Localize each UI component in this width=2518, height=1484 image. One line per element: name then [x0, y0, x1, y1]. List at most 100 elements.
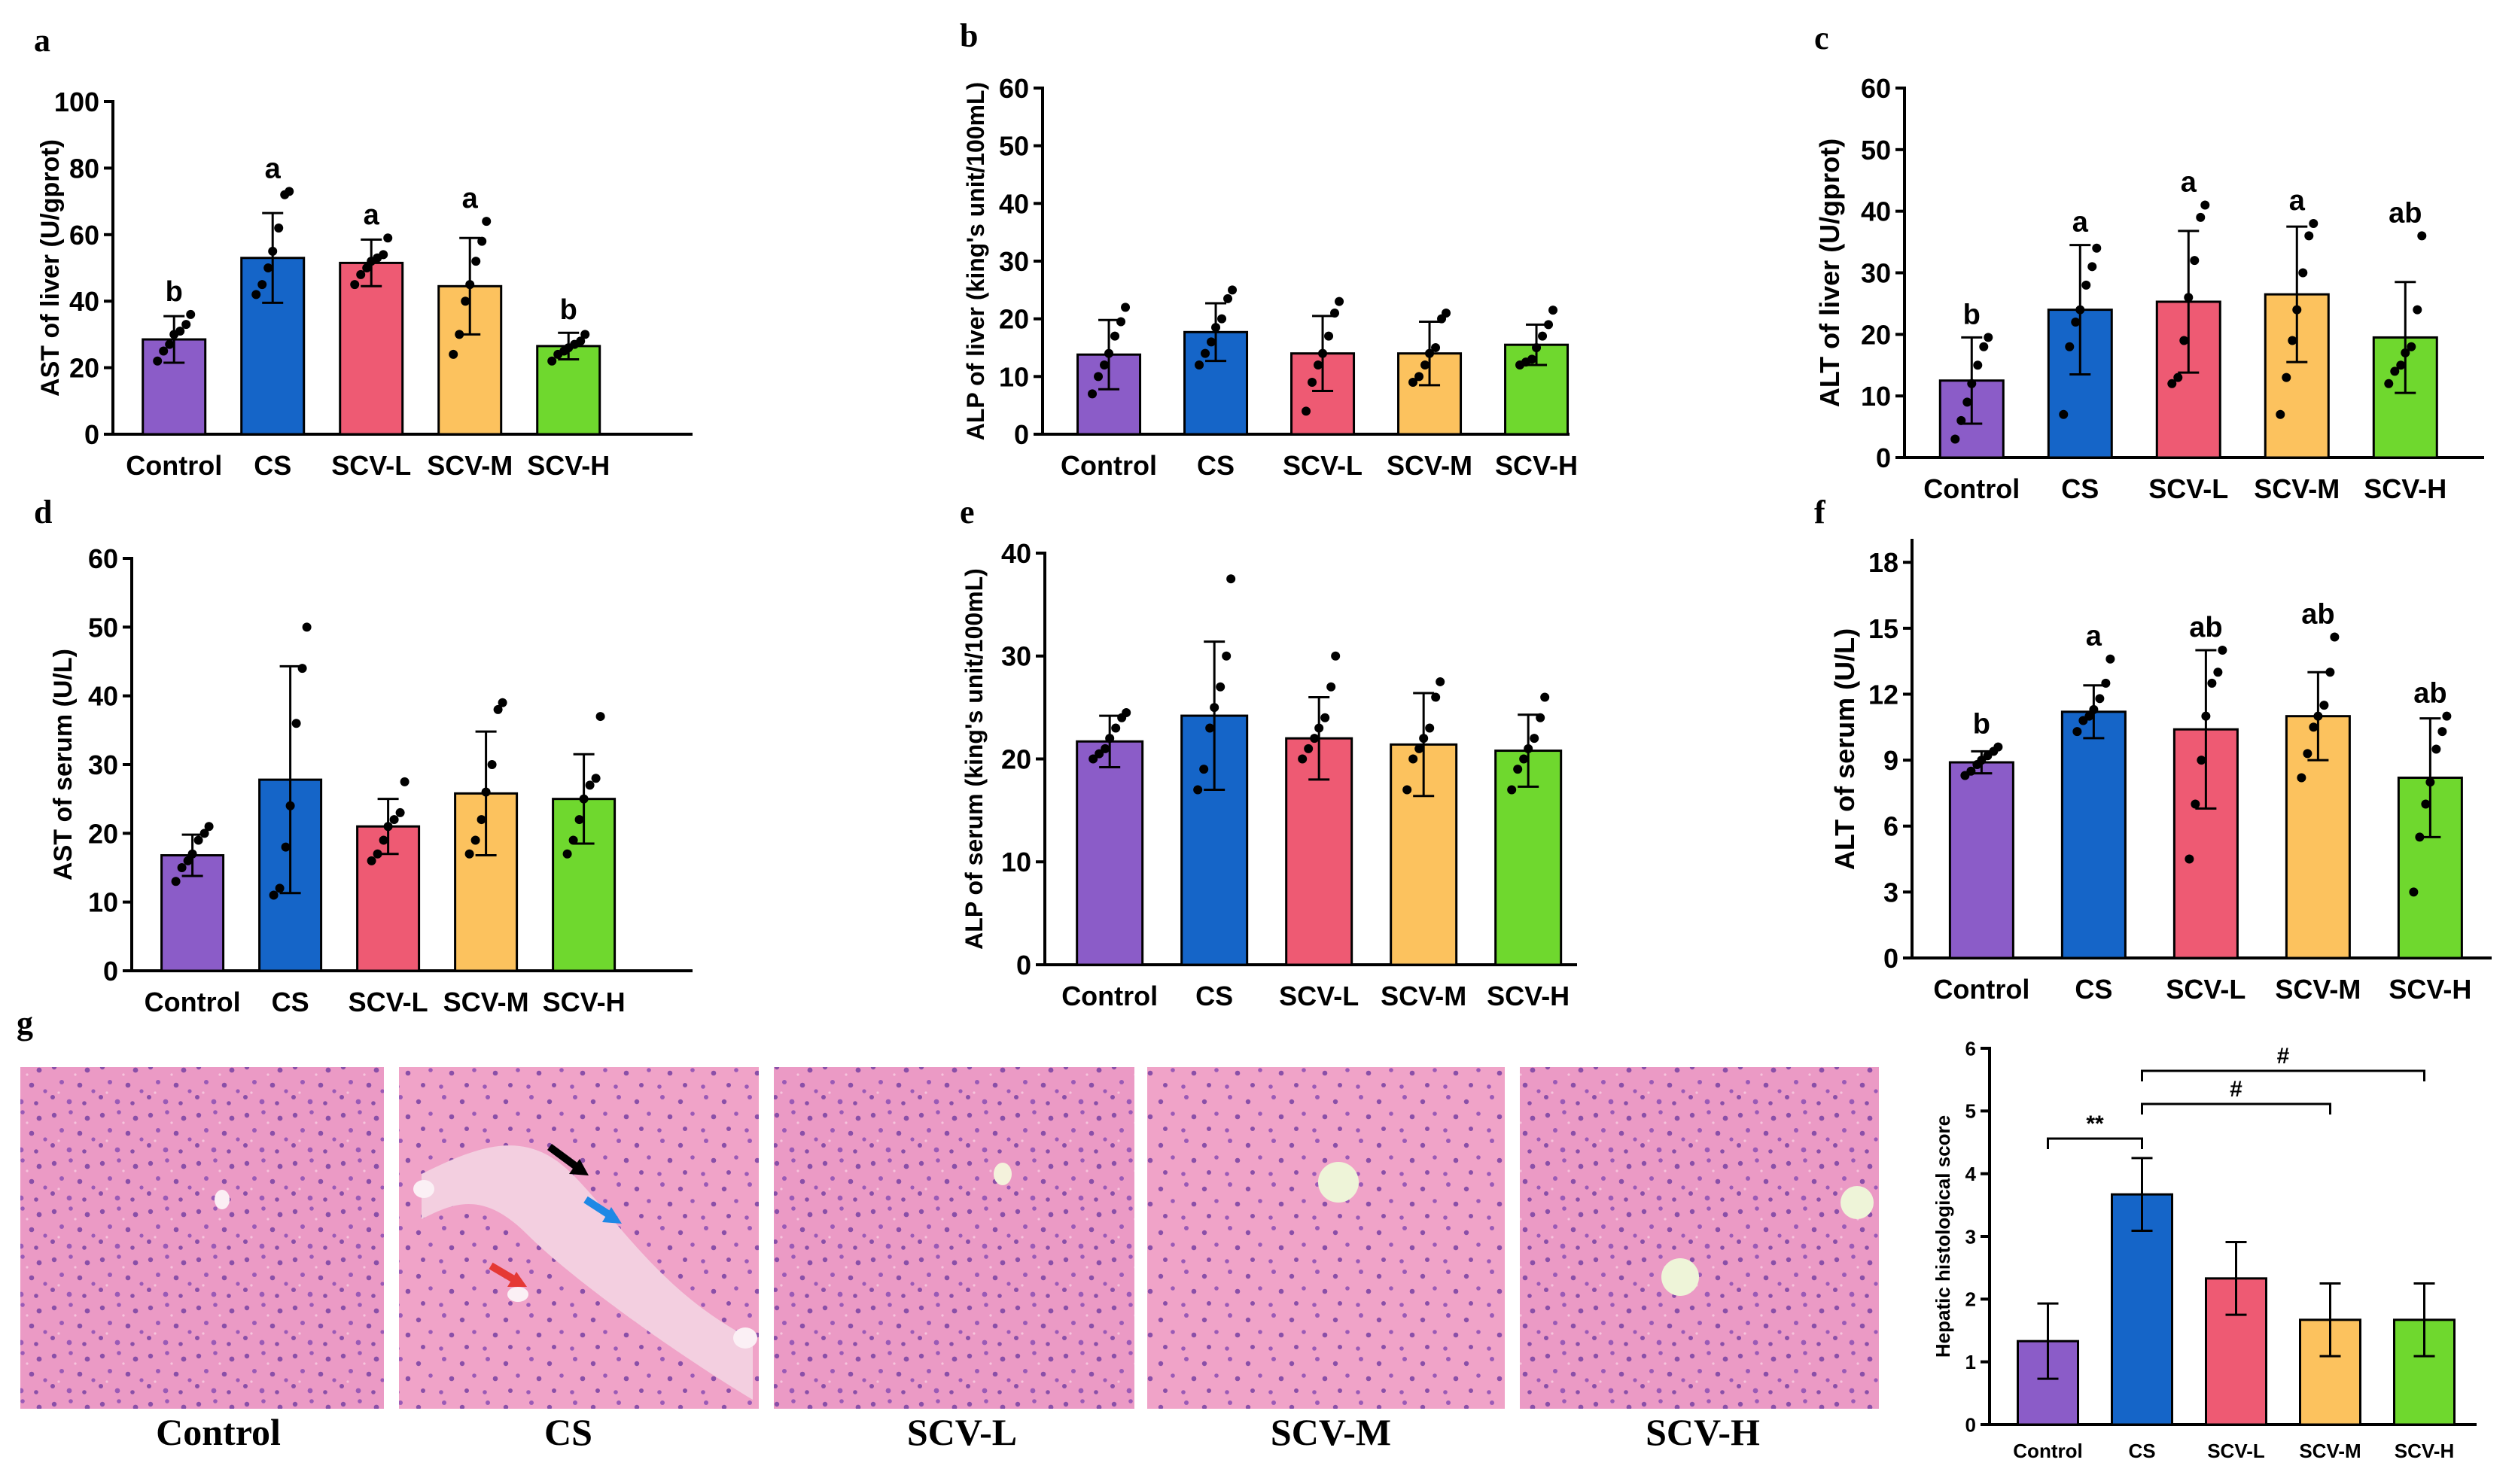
data-point — [1507, 785, 1517, 795]
micrograph-scv-h — [1520, 1067, 1879, 1409]
data-point — [481, 787, 491, 797]
data-point — [1320, 713, 1330, 722]
data-point — [2437, 727, 2447, 737]
data-point — [2207, 678, 2217, 688]
data-point — [1201, 348, 1210, 358]
data-point — [2059, 409, 2069, 419]
y-tick-label: 50 — [88, 612, 118, 643]
data-point — [2185, 854, 2194, 864]
data-point — [1993, 742, 2003, 752]
data-point — [193, 835, 203, 845]
data-point — [2319, 701, 2329, 710]
data-point — [281, 842, 291, 852]
data-point — [1217, 314, 1227, 324]
data-point — [1314, 723, 1324, 733]
data-point — [171, 877, 181, 886]
data-point — [383, 233, 393, 243]
data-point — [2309, 219, 2319, 229]
significance-label: b — [1963, 299, 1981, 330]
data-point — [2413, 305, 2422, 315]
data-point — [2191, 799, 2200, 809]
data-point — [400, 777, 410, 786]
panel-letter-b: b — [960, 17, 978, 54]
micrograph-cs — [399, 1067, 759, 1409]
y-tick-label: 10 — [1001, 847, 1031, 877]
significance-label: a — [2086, 621, 2102, 652]
data-point — [1425, 348, 1435, 358]
data-point — [257, 280, 267, 290]
data-point — [159, 346, 169, 356]
data-point — [1414, 372, 1424, 382]
data-point — [177, 863, 187, 872]
data-point — [1216, 682, 1226, 692]
data-point — [1088, 754, 1098, 764]
y-tick-label: 30 — [88, 750, 118, 780]
y-tick-label: 10 — [88, 887, 118, 918]
data-point — [1967, 379, 1977, 388]
data-point — [263, 263, 273, 272]
data-point — [1308, 378, 1317, 387]
data-point — [1195, 360, 1204, 369]
data-point — [2288, 336, 2297, 345]
data-point — [2218, 646, 2227, 655]
data-point — [1425, 723, 1435, 733]
vacuole — [733, 1327, 757, 1349]
data-point — [373, 849, 382, 859]
chart-a: a 0 20 40 60 80 100 AST of liver (U/gprot) b Cont… — [34, 22, 693, 481]
data-point — [1527, 354, 1537, 364]
x-tick-label: CS — [1195, 981, 1233, 1011]
data-point — [1414, 744, 1424, 753]
central-vein — [994, 1163, 1012, 1185]
chart-b: b 0 10 20 30 40 50 60 ALP of liver (king's unit/… — [960, 17, 1578, 481]
data-point — [579, 794, 589, 804]
data-point — [2313, 711, 2323, 721]
significance-label: a — [2072, 207, 2089, 239]
data-point — [1207, 337, 1216, 347]
data-point — [2081, 280, 2091, 290]
significance-label: ab — [2413, 678, 2446, 710]
x-tick-label: SCV-H — [2364, 473, 2446, 504]
panel-letter-d: d — [34, 494, 52, 531]
y-tick-label: 1 — [1965, 1351, 1976, 1373]
data-point — [395, 807, 405, 817]
y-tick-label: 4 — [1965, 1163, 1977, 1185]
data-point — [1210, 703, 1219, 713]
x-tick-label: SCV-M — [2275, 974, 2361, 1005]
micrograph-scv-h-image — [1520, 1067, 1879, 1409]
significance-label: a — [2181, 166, 2197, 198]
significance-label: b — [560, 294, 577, 326]
x-tick-label: Control — [126, 450, 222, 481]
y-tick-label: 9 — [1883, 745, 1898, 776]
y-axis-title: ALP of serum (king's unit/100mL) — [961, 568, 988, 950]
data-point — [1331, 651, 1341, 661]
y-tick-label: 3 — [1965, 1225, 1976, 1248]
data-point — [1298, 754, 1308, 764]
data-point — [2401, 348, 2410, 357]
data-point — [1524, 744, 1533, 753]
x-tick-label: CS — [272, 987, 309, 1017]
data-point — [1318, 348, 1328, 358]
y-tick-label: 2 — [1965, 1288, 1976, 1311]
arrow-black-icon — [547, 1143, 589, 1175]
x-tick-label: SCV-L — [2166, 974, 2245, 1005]
significance-bracket-label: # — [2277, 1044, 2290, 1069]
y-tick-label: 20 — [1001, 744, 1031, 774]
data-point — [1420, 360, 1430, 369]
data-point — [383, 822, 393, 832]
data-point — [183, 856, 193, 865]
y-tick-label: 40 — [1001, 538, 1031, 569]
data-point — [1101, 744, 1110, 753]
data-point — [2105, 654, 2115, 664]
data-point — [2425, 777, 2435, 787]
data-point — [302, 622, 312, 632]
data-point — [574, 815, 584, 825]
y-tick-label: 5 — [1965, 1100, 1976, 1123]
data-point — [464, 849, 474, 859]
panel-letter-e: e — [960, 494, 975, 531]
x-tick-label: Control — [2013, 1440, 2082, 1462]
data-point — [1431, 692, 1441, 702]
data-point — [2065, 342, 2075, 351]
x-tick-label: Control — [145, 987, 241, 1017]
data-point — [1199, 765, 1209, 774]
